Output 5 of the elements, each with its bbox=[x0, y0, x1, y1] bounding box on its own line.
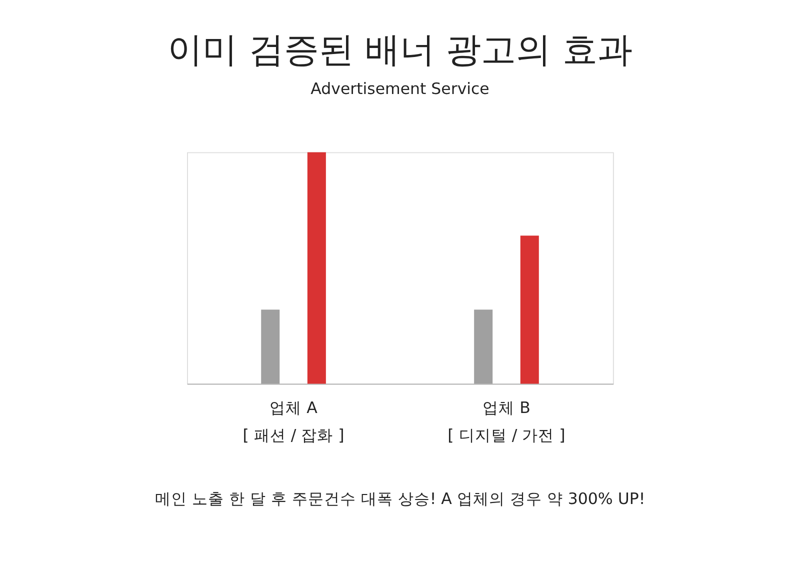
chart-title: 이미 검증된 배너 광고의 효과 bbox=[168, 30, 632, 71]
text: 메인 노출 한 달 후 주문건수 대폭 상승! A 업체의 경우 약 300% UP! bbox=[154, 489, 646, 508]
x-tick-label: 업체 A [ 패션 / 잡화 ] bbox=[242, 398, 344, 445]
chart-subtitle: Advertisement Service bbox=[310, 78, 490, 98]
x-tick-label: 업체 B [ 디지털 / 가전 ] bbox=[448, 398, 566, 445]
